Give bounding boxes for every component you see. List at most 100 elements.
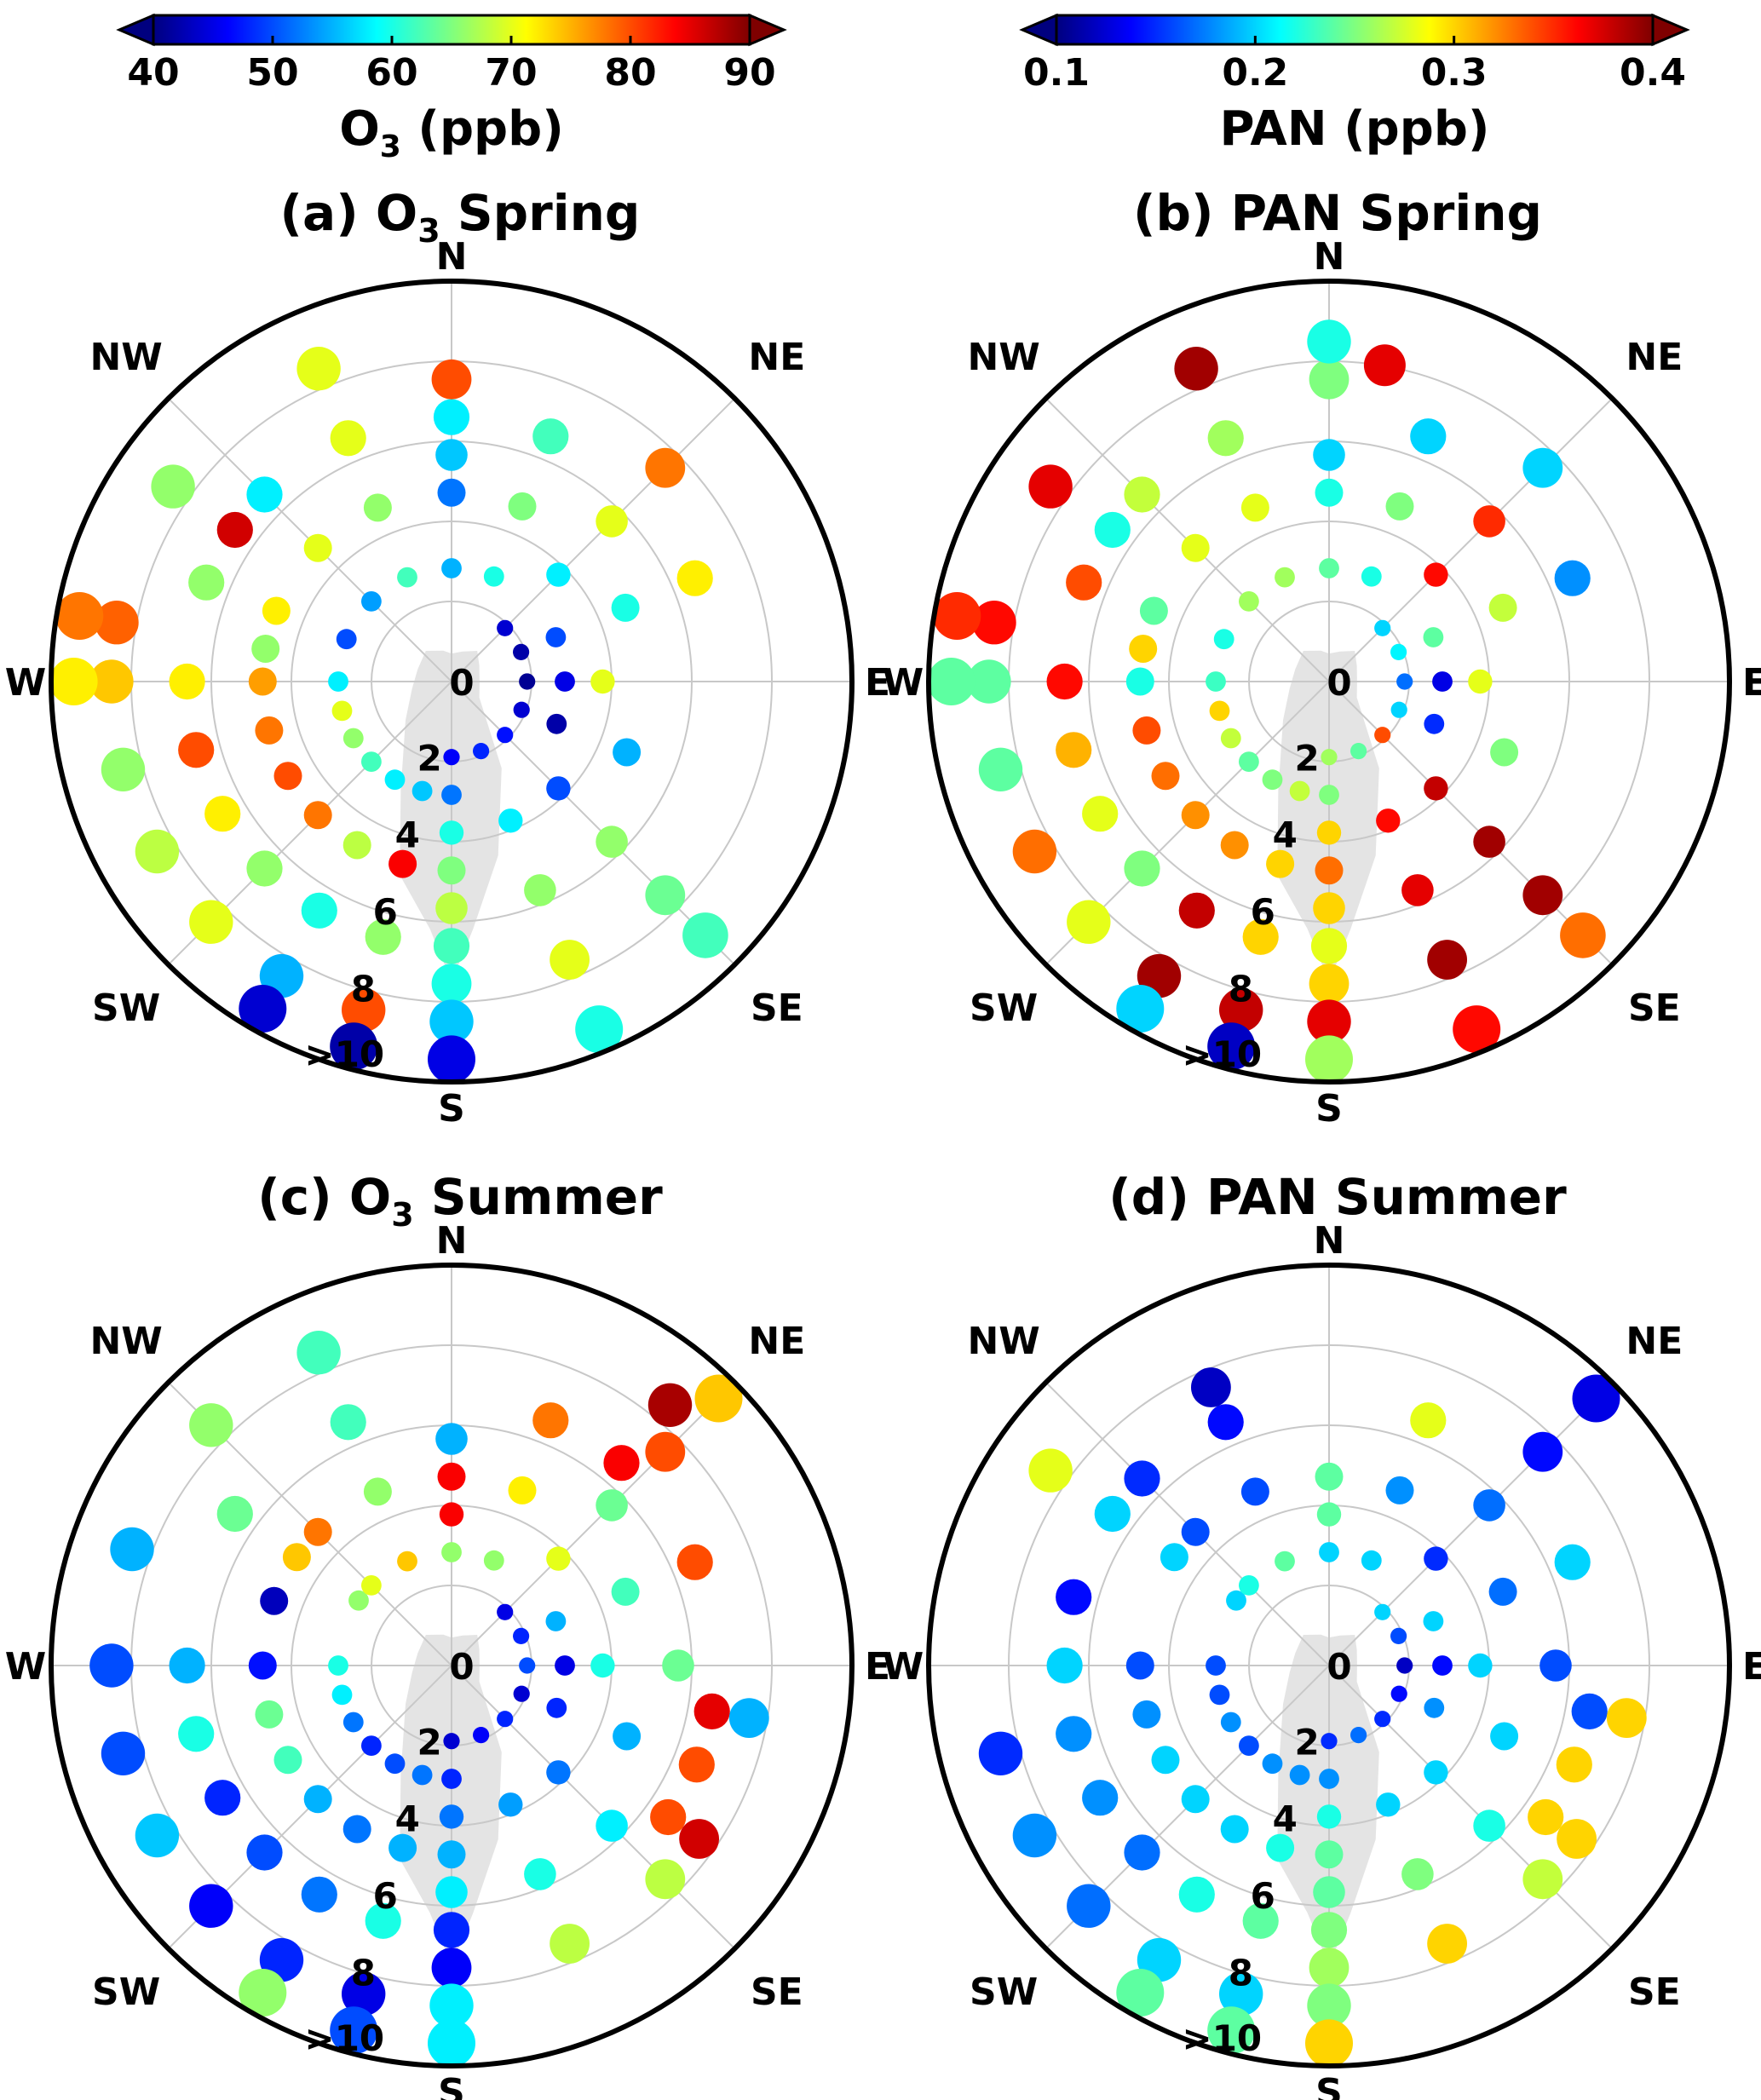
data-point: [1125, 1651, 1154, 1680]
data-point: [336, 629, 357, 650]
colorbar-tick-label: 90: [723, 51, 775, 95]
data-point: [1390, 1685, 1407, 1702]
data-point: [363, 493, 392, 522]
colorbar-min-arrow: [116, 13, 155, 47]
data-point: [1473, 1489, 1505, 1522]
ring-label: >10: [1183, 1033, 1263, 1075]
data-point: [1432, 671, 1453, 692]
data-point: [555, 1655, 575, 1676]
data-point: [1129, 635, 1158, 663]
data-point: [497, 1603, 514, 1620]
data-point: [532, 418, 569, 455]
data-point: [1028, 1448, 1073, 1493]
data-point: [1207, 1404, 1244, 1441]
data-point: [330, 2006, 378, 2055]
data-point: [441, 558, 462, 578]
data-point: [95, 601, 139, 645]
direction-label-se: SE: [751, 987, 803, 1030]
ring-label: 6: [1251, 1875, 1275, 1917]
grid-spoke: [1328, 1665, 1614, 1950]
data-point: [1262, 1753, 1283, 1775]
data-point: [519, 1657, 536, 1674]
data-point: [545, 1611, 567, 1631]
data-point: [433, 928, 470, 964]
direction-label-sw: SW: [92, 1971, 160, 2014]
colorbar-label-sub: 3: [380, 129, 401, 164]
data-point: [1490, 738, 1519, 767]
data-point: [55, 592, 104, 640]
data-point: [433, 399, 470, 435]
data-point: [519, 673, 536, 690]
data-point: [1423, 1611, 1444, 1631]
data-point: [1046, 663, 1083, 700]
panel-title: (b) PAN Spring: [1133, 184, 1542, 242]
data-point: [1390, 701, 1407, 718]
data-point: [1305, 1035, 1353, 1084]
data-point: [1319, 785, 1339, 805]
ring-label: 4: [395, 1798, 420, 1840]
data-point: [1321, 1733, 1338, 1750]
data-point: [431, 964, 472, 1004]
data-point: [273, 762, 302, 791]
data-point: [89, 1643, 134, 1688]
data-point: [1275, 1551, 1295, 1572]
data-point: [1207, 2006, 1256, 2055]
data-point: [1424, 1697, 1445, 1718]
data-point: [1094, 511, 1131, 549]
panel-title: (c) O3 Summer: [257, 1168, 663, 1234]
data-point: [513, 1627, 530, 1644]
data-point: [1056, 732, 1092, 768]
data-point: [1410, 418, 1447, 455]
data-point: [1209, 700, 1230, 722]
colorbar-tick-label: 0.1: [1023, 51, 1090, 95]
data-point: [282, 1543, 311, 1572]
data-point: [1309, 359, 1350, 400]
ring-label: >10: [305, 2017, 385, 2059]
colorbar-tick-label: 0.3: [1421, 51, 1488, 95]
data-point: [303, 533, 332, 562]
data-point: [1572, 1374, 1620, 1423]
ring-label: 4: [395, 814, 420, 856]
data-point: [1206, 671, 1226, 692]
data-point: [189, 1403, 233, 1447]
data-point: [342, 987, 386, 1033]
data-point: [483, 566, 504, 587]
data-point: [1315, 478, 1344, 507]
data-point: [251, 635, 280, 663]
data-point: [473, 1727, 490, 1744]
data-point: [1151, 1746, 1180, 1775]
data-point: [1094, 1495, 1131, 1533]
data-point: [239, 1969, 287, 2017]
colorbar-o3: 40 50 60 70 80 90 O3 (ppb): [116, 13, 787, 164]
data-point: [330, 420, 366, 457]
grid-spoke: [1328, 681, 1614, 966]
panel-title-suffix: Spring: [440, 184, 641, 242]
data-point: [151, 464, 195, 509]
colorbar-label-main: O: [339, 101, 380, 157]
direction-label-n: N: [1314, 1219, 1345, 1263]
data-point: [1012, 829, 1057, 874]
direction-label-n: N: [1314, 235, 1345, 279]
data-point: [363, 1477, 392, 1506]
ring-label: 8: [1229, 1952, 1253, 1994]
data-point: [1522, 447, 1563, 488]
direction-label-s: S: [1315, 1087, 1343, 1131]
data-point: [328, 1655, 348, 1676]
data-point: [348, 1590, 369, 1611]
data-point: [1319, 1769, 1339, 1789]
data-point: [1522, 1859, 1563, 1900]
data-point: [546, 562, 571, 587]
data-point: [1606, 1698, 1647, 1738]
data-point: [1191, 1367, 1231, 1407]
data-point: [101, 1731, 146, 1775]
data-point: [1423, 627, 1444, 647]
data-point: [1307, 999, 1351, 1044]
data-point: [428, 2019, 475, 2068]
data-point: [1116, 1969, 1165, 2017]
data-point: [101, 747, 146, 791]
data-point: [1056, 1716, 1092, 1752]
data-point: [342, 1971, 386, 2017]
data-point: [1266, 849, 1295, 878]
data-point: [1160, 1543, 1188, 1572]
data-point: [433, 1912, 470, 1948]
